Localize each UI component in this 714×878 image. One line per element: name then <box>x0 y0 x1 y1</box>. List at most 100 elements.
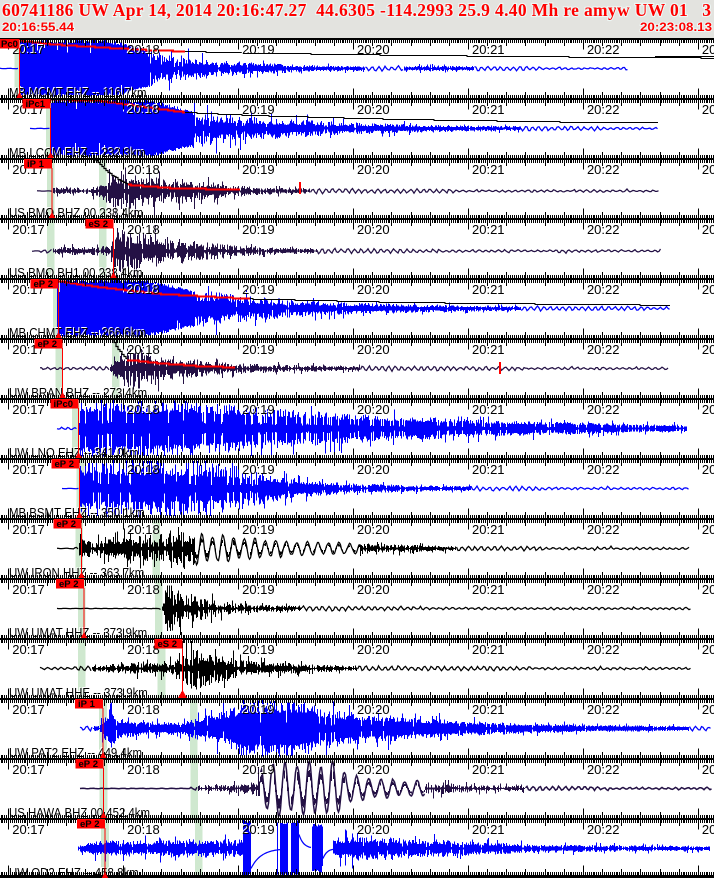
svg-text:20:18: 20:18 <box>126 521 159 536</box>
svg-text:20:23: 20:23 <box>701 581 714 596</box>
svg-text:20:18: 20:18 <box>126 161 159 176</box>
svg-text:20:18: 20:18 <box>127 822 160 837</box>
svg-text:20:22: 20:22 <box>586 341 619 356</box>
svg-text:20:21: 20:21 <box>471 161 504 176</box>
svg-text:20:18: 20:18 <box>126 401 159 416</box>
svg-text:20:19: 20:19 <box>242 402 275 417</box>
svg-text:20:19: 20:19 <box>242 42 275 57</box>
svg-text:20:20: 20:20 <box>356 461 389 476</box>
svg-text:20:23: 20:23 <box>701 401 714 416</box>
svg-text:eP 2: eP 2 <box>80 819 100 830</box>
svg-text:20:20: 20:20 <box>357 222 390 237</box>
svg-text:20:21: 20:21 <box>471 461 504 476</box>
svg-text:20:23: 20:23 <box>701 641 714 656</box>
svg-text:20:19: 20:19 <box>241 521 274 536</box>
svg-text:20:17: 20:17 <box>11 761 44 776</box>
svg-text:20:21: 20:21 <box>471 701 504 716</box>
svg-text:20:23: 20:23 <box>702 282 714 297</box>
svg-text:20:22: 20:22 <box>587 462 620 477</box>
svg-text:20:18: 20:18 <box>127 42 160 57</box>
svg-text:20:20: 20:20 <box>357 402 390 417</box>
svg-text:20:22: 20:22 <box>586 221 619 236</box>
svg-text:20:21: 20:21 <box>471 281 504 296</box>
svg-text:20:23: 20:23 <box>702 102 714 117</box>
svg-text:20:17: 20:17 <box>12 642 45 657</box>
svg-text:eP 2: eP 2 <box>57 519 77 530</box>
svg-text:20:20: 20:20 <box>356 581 389 596</box>
svg-text:20:19: 20:19 <box>241 41 274 56</box>
svg-text:20:19: 20:19 <box>241 461 274 476</box>
svg-text:20:21: 20:21 <box>471 341 504 356</box>
svg-text:20:22: 20:22 <box>587 42 620 57</box>
svg-text:20:22: 20:22 <box>587 102 620 117</box>
svg-text:20:21: 20:21 <box>472 162 505 177</box>
svg-text:20:21: 20:21 <box>471 581 504 596</box>
svg-text:20:18: 20:18 <box>126 821 159 836</box>
svg-text:20:20: 20:20 <box>356 641 389 656</box>
svg-text:20:22: 20:22 <box>586 401 619 416</box>
svg-text:20:17: 20:17 <box>11 641 44 656</box>
svg-text:20:19: 20:19 <box>241 341 274 356</box>
svg-text:20:21: 20:21 <box>472 222 505 237</box>
svg-text:20:22: 20:22 <box>586 461 619 476</box>
svg-text:MB MCMT EHZ -- 116.7km: MB MCMT EHZ -- 116.7km <box>8 84 146 99</box>
svg-text:20:18: 20:18 <box>127 582 160 597</box>
svg-text:20:21: 20:21 <box>471 221 504 236</box>
svg-text:iPc0: iPc0 <box>54 399 74 410</box>
svg-text:20:20: 20:20 <box>357 702 390 717</box>
svg-text:20:19: 20:19 <box>241 581 274 596</box>
svg-text:20:22: 20:22 <box>586 701 619 716</box>
svg-text:20:22: 20:22 <box>587 342 620 357</box>
svg-text:20:18: 20:18 <box>126 581 159 596</box>
svg-text:20:23: 20:23 <box>702 822 714 837</box>
svg-text:20:18: 20:18 <box>127 762 160 777</box>
svg-text:60741186 UW Apr 14, 2014 20:16: 60741186 UW Apr 14, 2014 20:16:47.27 44.… <box>2 0 711 20</box>
svg-text:20:17: 20:17 <box>11 401 44 416</box>
svg-text:20:17: 20:17 <box>12 402 45 417</box>
svg-text:20:20: 20:20 <box>356 281 389 296</box>
svg-text:20:22: 20:22 <box>586 821 619 836</box>
svg-text:20:22: 20:22 <box>586 581 619 596</box>
svg-text:20:19: 20:19 <box>242 582 275 597</box>
svg-text:Pc0: Pc0 <box>1 39 18 50</box>
svg-text:20:19: 20:19 <box>241 221 274 236</box>
svg-text:20:21: 20:21 <box>471 761 504 776</box>
svg-text:20:21: 20:21 <box>471 101 504 116</box>
svg-text:20:20: 20:20 <box>357 642 390 657</box>
svg-text:20:18: 20:18 <box>127 642 160 657</box>
svg-text:20:19: 20:19 <box>242 762 275 777</box>
svg-text:20:21: 20:21 <box>471 41 504 56</box>
svg-text:20:18: 20:18 <box>126 41 159 56</box>
svg-text:20:19: 20:19 <box>242 822 275 837</box>
svg-text:20:18: 20:18 <box>126 281 159 296</box>
svg-text:20:19: 20:19 <box>241 401 274 416</box>
svg-text:20:20: 20:20 <box>356 341 389 356</box>
svg-text:iPc1: iPc1 <box>26 99 46 110</box>
svg-text:20:19: 20:19 <box>241 101 274 116</box>
svg-text:20:20: 20:20 <box>357 522 390 537</box>
svg-text:20:20: 20:20 <box>357 102 390 117</box>
svg-text:20:18: 20:18 <box>126 221 159 236</box>
svg-text:20:22: 20:22 <box>587 762 620 777</box>
svg-text:20:19: 20:19 <box>242 522 275 537</box>
svg-text:20:19: 20:19 <box>242 162 275 177</box>
svg-text:20:19: 20:19 <box>241 761 274 776</box>
svg-text:20:21: 20:21 <box>472 702 505 717</box>
svg-text:20:20: 20:20 <box>356 41 389 56</box>
svg-text:20:19: 20:19 <box>242 462 275 477</box>
svg-text:20:21: 20:21 <box>472 642 505 657</box>
svg-text:eP 2: eP 2 <box>79 759 99 770</box>
svg-text:20:20: 20:20 <box>357 342 390 357</box>
svg-text:20:17: 20:17 <box>12 762 45 777</box>
svg-text:20:21: 20:21 <box>472 522 505 537</box>
svg-text:20:17: 20:17 <box>12 42 45 57</box>
svg-text:20:18: 20:18 <box>127 222 160 237</box>
svg-text:20:20: 20:20 <box>357 162 390 177</box>
svg-text:20:22: 20:22 <box>586 761 619 776</box>
svg-text:eP 2: eP 2 <box>55 459 75 470</box>
svg-text:20:23: 20:23 <box>701 341 714 356</box>
svg-text:20:21: 20:21 <box>472 282 505 297</box>
svg-text:20:23: 20:23 <box>701 161 714 176</box>
svg-text:20:22: 20:22 <box>587 822 620 837</box>
svg-text:20:20: 20:20 <box>357 762 390 777</box>
